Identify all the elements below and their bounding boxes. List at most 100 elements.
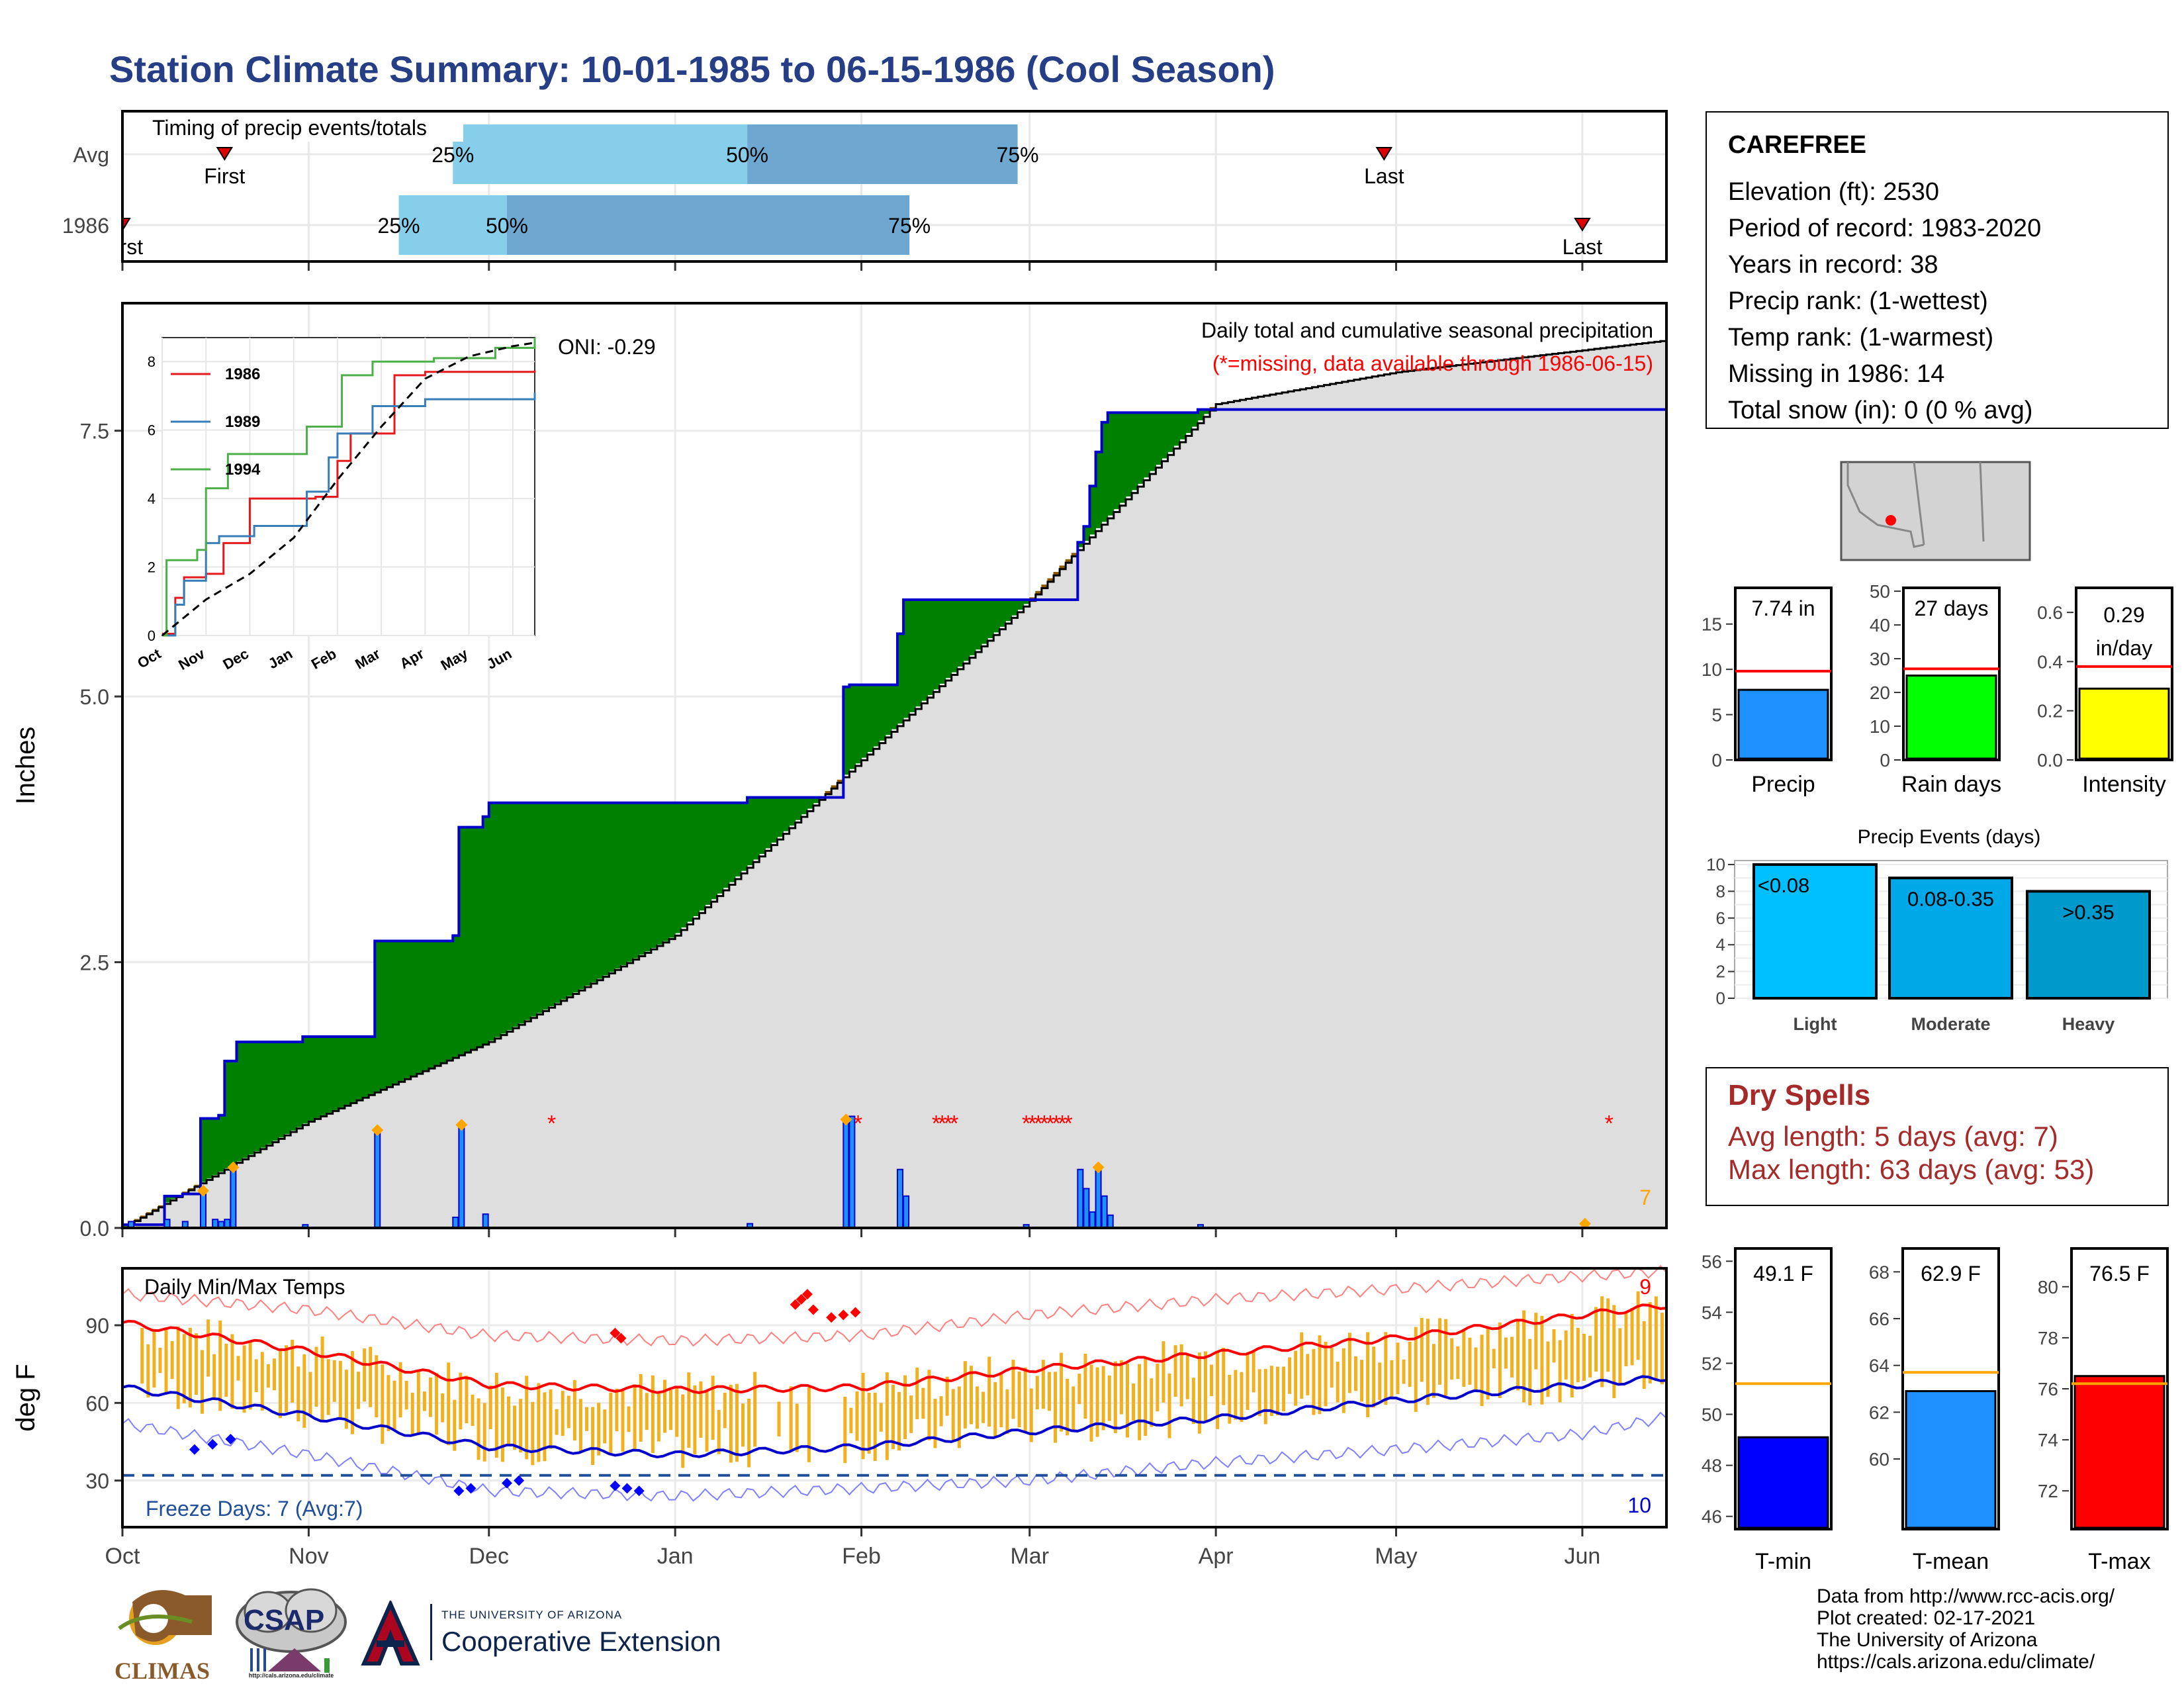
temp-stat-y-tick: 68 — [1869, 1262, 1889, 1282]
station-info-line: Total snow (in): 0 (0 % avg) — [1728, 397, 2033, 424]
record-low-marker — [610, 1480, 621, 1491]
events-y-tick: 8 — [1716, 881, 1725, 901]
last-event-label: Last — [1563, 235, 1603, 259]
station-name: CAREFREE — [1728, 131, 1867, 159]
station-info-line: Precip rank: (1-wettest) — [1728, 287, 1988, 315]
state-border — [1913, 461, 1925, 545]
stat-y-tick: 0.0 — [2037, 750, 2063, 771]
inset-legend-label: 1989 — [225, 413, 260, 431]
y-tick-label: 7.5 — [80, 420, 109, 444]
record-high-marker — [807, 1304, 819, 1315]
clip-cover — [0, 111, 122, 261]
chart-title: Station Climate Summary: 10-01-1985 to 0… — [109, 48, 1275, 90]
credit-line: The University of Arizona — [1817, 1629, 2038, 1651]
missing-data-marker: * — [944, 1111, 952, 1136]
timing-bar-late — [747, 124, 1018, 184]
daily-temp-range-bars — [140, 1291, 1664, 1468]
temp-stat-y-tick: 54 — [1702, 1302, 1722, 1323]
csap-logo: CSAP http://cals.arizona.edu/climate — [232, 1585, 351, 1681]
missing-data-marker: * — [932, 1111, 940, 1136]
station-info-line: Elevation (ft): 2530 — [1728, 178, 1939, 206]
precip-missing-caption: (*=missing, data available through 1986-… — [1212, 352, 1653, 375]
stat-y-tick: 20 — [1870, 682, 1890, 703]
csap-logo-text: CSAP — [244, 1604, 325, 1636]
inset-legend-label: 1986 — [225, 365, 260, 383]
credits: Data from http://www.rcc-acis.org/ Plot … — [1817, 1585, 2115, 1673]
record-high-marker — [610, 1327, 621, 1338]
y-tick-label: 90 — [85, 1314, 109, 1338]
temp-stat-y-tick: 78 — [2038, 1328, 2058, 1348]
daily-temp-chart: 30 60 90 Oct Nov Dec Jan Feb Mar Apr May Jun Daily M… — [11, 1264, 1668, 1569]
panel-border — [121, 1267, 1668, 1528]
missing-data-marker: * — [1058, 1111, 1067, 1136]
stat-bar — [1905, 675, 1997, 760]
missing-data-marker: * — [1064, 1111, 1073, 1136]
inset-y-tick-label: 2 — [148, 559, 156, 576]
x-tick-label: Nov — [289, 1544, 328, 1569]
ua-logo-big-text: Cooperative Extension — [441, 1626, 721, 1657]
station-info-line: Period of record: 1983-2020 — [1728, 214, 2042, 242]
precip-timing-panel: 25%50%75%FirstLastAvg25%50%75%FirstLast1… — [0, 110, 1668, 271]
stat-y-tick: 0 — [1711, 750, 1722, 771]
station-info-line: Temp rank: (1-warmest) — [1728, 324, 1994, 352]
temp-panel-title: Daily Min/Max Temps — [144, 1275, 345, 1299]
climas-logo-graphic — [118, 1590, 212, 1645]
timing-pct-label: 25% — [432, 143, 474, 167]
heavy-day-marker — [1092, 1161, 1105, 1174]
timing-bar-early — [398, 195, 507, 255]
stat-bar — [1737, 688, 1829, 760]
timing-row-label: 1986 — [62, 214, 109, 238]
timing-pct-label: 75% — [997, 143, 1039, 167]
record-low-marker — [514, 1475, 525, 1486]
stat-y-tick: 0.6 — [2037, 602, 2063, 623]
average-max-line — [122, 1303, 1667, 1394]
record-low-marker — [189, 1444, 200, 1455]
timing-pct-label: 75% — [888, 214, 931, 238]
x-tick-label: Jan — [657, 1544, 694, 1569]
cumulative-precip-chart: 0.02.55.07.5* * **** ******** *Daily total a… — [11, 302, 1668, 1241]
inset-bg — [161, 337, 535, 636]
missing-data-marker: * — [1028, 1111, 1036, 1136]
x-tick-label: Dec — [469, 1544, 509, 1569]
average-min-line — [122, 1375, 1667, 1459]
panel-border — [121, 302, 1668, 1229]
record-low-marker — [465, 1483, 477, 1494]
temp-stat-category-label: T-max — [2088, 1549, 2150, 1574]
event-bar — [1752, 863, 1878, 1000]
inset-series-line — [162, 392, 536, 637]
panel-border — [121, 110, 1668, 263]
freeze-days-label: Freeze Days: 7 (Avg:7) — [146, 1497, 363, 1521]
record-low-marker — [621, 1483, 633, 1494]
dry-spells-title: Dry Spells — [1728, 1079, 1871, 1111]
record-min-count: 10 — [1627, 1493, 1651, 1517]
record-high-marker — [838, 1309, 849, 1321]
events-y-tick: 6 — [1716, 908, 1725, 928]
temp-stat-y-tick: 76 — [2038, 1379, 2058, 1399]
record-high-marker — [826, 1312, 837, 1323]
record-high-marker — [850, 1307, 861, 1318]
station-location-marker — [1886, 515, 1896, 526]
events-y-tick: 10 — [1706, 855, 1725, 874]
y-axis-label: Inches — [11, 727, 40, 805]
climas-logo: CLIMAS — [106, 1582, 218, 1684]
climas-logo-text: CLIMAS — [114, 1658, 210, 1684]
missing-data-marker: * — [950, 1111, 958, 1136]
temp-stat-value-label: 76.5 F — [2089, 1262, 2150, 1286]
x-tick-label: Mar — [1010, 1544, 1049, 1569]
event-bar-label: <0.08 — [1758, 874, 1809, 897]
temp-stat-y-tick: 50 — [1702, 1405, 1722, 1425]
temp-stat-y-tick: 72 — [2038, 1481, 2058, 1501]
temp-stat-bar — [2073, 1375, 2165, 1529]
missing-data-marker: * — [1046, 1111, 1054, 1136]
y-tick-label: 5.0 — [80, 685, 109, 709]
temp-stat-y-tick: 48 — [1702, 1456, 1722, 1476]
last-event-label: Last — [1364, 164, 1404, 188]
csap-logo-url: http://cals.arizona.edu/climate — [248, 1672, 334, 1679]
last-event-marker — [1375, 147, 1393, 161]
temp-stat-category-label: T-min — [1755, 1549, 1811, 1574]
inset-y-tick-label: 4 — [148, 491, 156, 507]
timing-pct-label: 50% — [726, 143, 768, 167]
event-category-label: Light — [1794, 1014, 1837, 1034]
heavy-day-marker — [840, 1113, 852, 1126]
